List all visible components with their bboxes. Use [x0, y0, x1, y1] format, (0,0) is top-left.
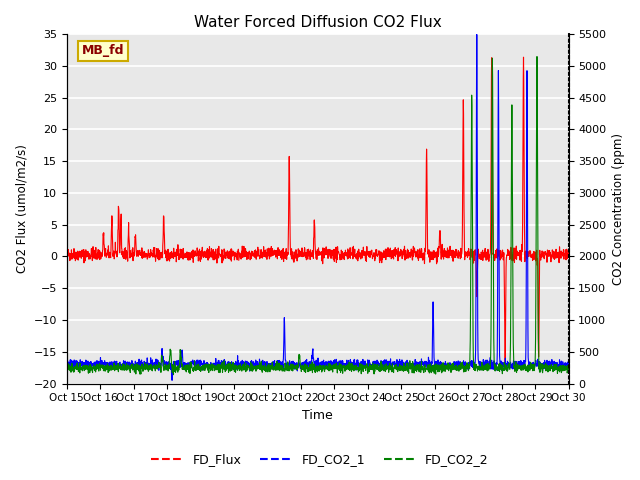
Text: MB_fd: MB_fd — [82, 45, 124, 58]
Y-axis label: CO2 Flux (umol/m2/s): CO2 Flux (umol/m2/s) — [15, 144, 28, 273]
Title: Water Forced Diffusion CO2 Flux: Water Forced Diffusion CO2 Flux — [194, 15, 442, 30]
Y-axis label: CO2 Concentration (ppm): CO2 Concentration (ppm) — [612, 133, 625, 285]
Legend: FD_Flux, FD_CO2_1, FD_CO2_2: FD_Flux, FD_CO2_1, FD_CO2_2 — [147, 448, 493, 471]
X-axis label: Time: Time — [302, 409, 333, 422]
